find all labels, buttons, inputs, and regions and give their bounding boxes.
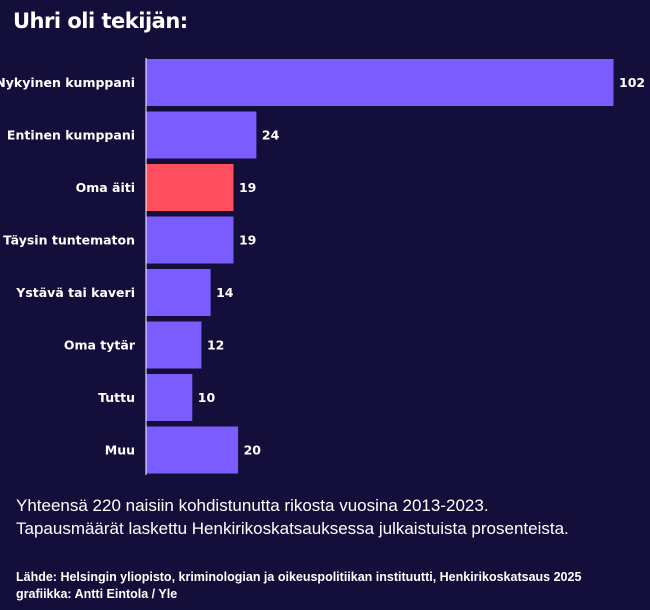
chart-note: Yhteensä 220 naisiin kohdistunutta rikos… [16,494,641,540]
data-label: 19 [239,180,256,195]
chart-title: Uhri oli tekijän: [13,9,188,33]
bar [146,111,257,159]
bar [146,164,234,211]
category-label: Muu [105,443,135,458]
data-label: 14 [216,285,234,300]
source-line: Lähde: Helsingin yliopisto, kriminologia… [16,570,582,584]
bar [146,426,239,474]
data-label: 24 [262,128,280,143]
data-label: 12 [207,338,224,353]
bar-chart: Nykyinen kumppani 102 Entinen kumppani 24 Om… [0,58,645,475]
bar [146,321,202,369]
bar [146,374,193,421]
category-label: Tuttu [98,390,135,405]
category-label: Nykyinen kumppani [0,75,135,90]
note-line-2: Tapausmäärät laskettu Henkirikoskatsauks… [16,519,569,538]
note-line-1: Yhteensä 220 naisiin kohdistunutta rikos… [16,496,489,515]
category-label: Entinen kumppani [7,128,135,143]
category-label: Ystävä tai kaveri [15,285,135,300]
category-label: Oma äiti [76,180,135,195]
chart-source: Lähde: Helsingin yliopisto, kriminologia… [16,569,641,603]
credit-line: grafiikka: Antti Eintola / Yle [16,587,178,601]
bar [146,269,211,316]
category-label: Täysin tuntematon [3,233,135,248]
bar [146,216,234,264]
data-label: 19 [239,233,256,248]
data-label: 10 [198,390,216,405]
data-label: 20 [244,443,262,458]
category-label: Oma tytär [64,338,136,353]
bar [146,59,614,106]
data-label: 102 [619,75,645,90]
